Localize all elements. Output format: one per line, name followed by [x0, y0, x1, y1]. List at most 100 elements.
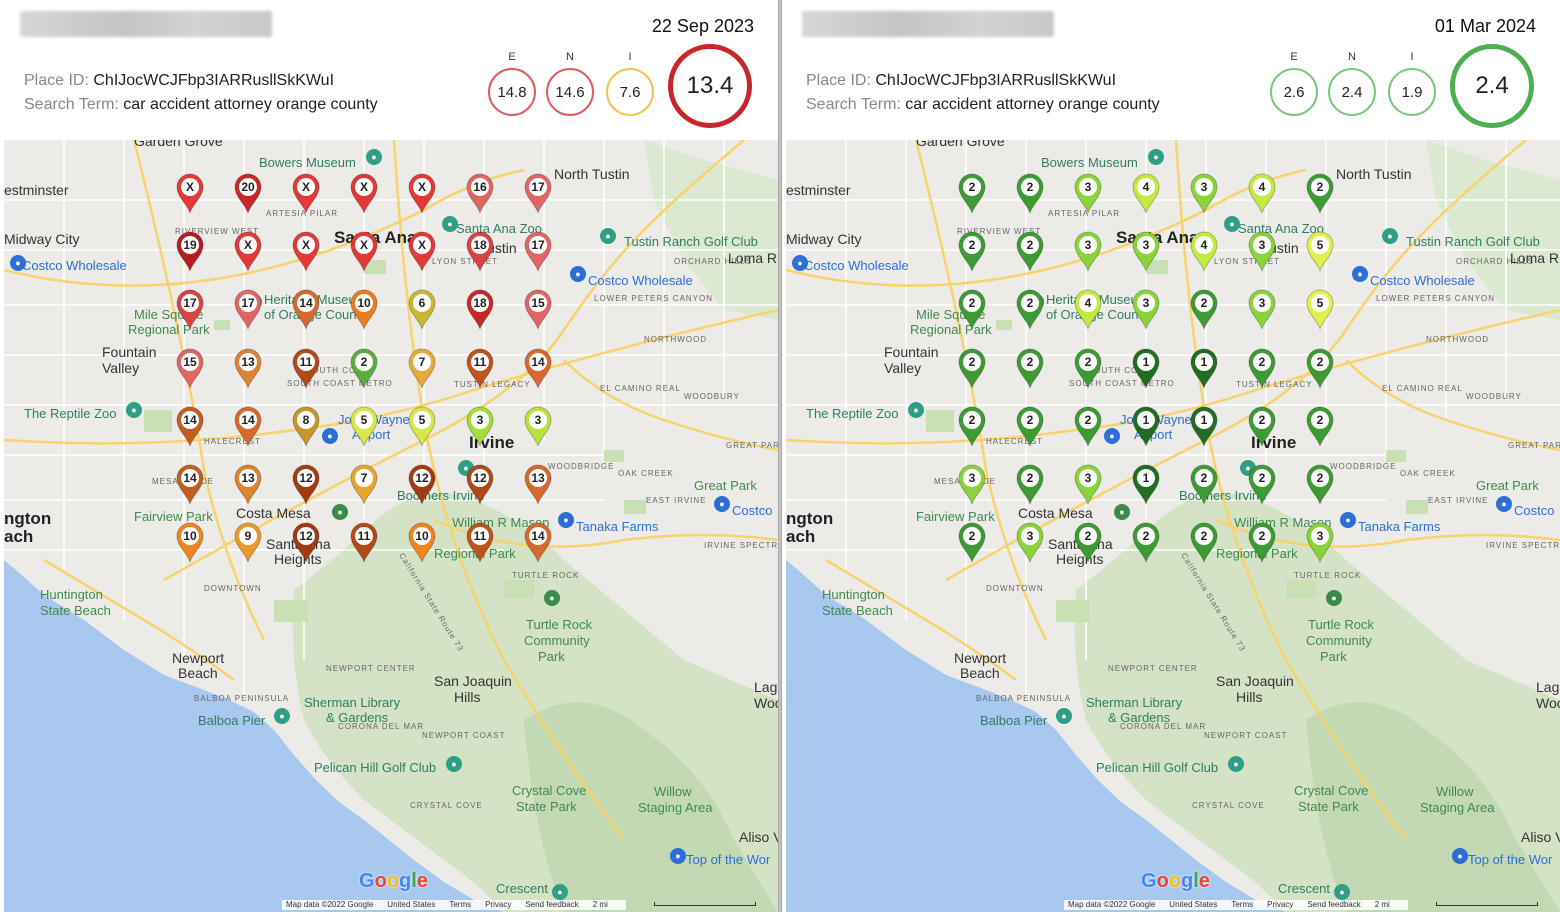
rank-pin[interactable]: 3 — [523, 405, 553, 447]
rank-pin[interactable]: 2 — [1015, 172, 1045, 214]
poi-marker-icon[interactable]: ● — [1148, 149, 1164, 165]
rank-pin[interactable]: 11 — [291, 347, 321, 389]
poi-marker-icon[interactable]: ● — [1352, 266, 1368, 282]
rank-pin[interactable]: X — [233, 230, 263, 272]
attribution-link[interactable]: United States — [387, 900, 436, 909]
rank-pin[interactable]: 14 — [291, 288, 321, 330]
rank-pin[interactable]: 11 — [465, 347, 495, 389]
rank-pin[interactable]: 5 — [349, 405, 379, 447]
poi-marker-icon[interactable]: ● — [1496, 496, 1512, 512]
rank-pin[interactable]: 2 — [1305, 405, 1335, 447]
rank-pin[interactable]: 2 — [1189, 288, 1219, 330]
poi-marker-icon[interactable]: ● — [792, 255, 808, 271]
rank-pin[interactable]: 3 — [957, 463, 987, 505]
rank-pin[interactable]: X — [407, 172, 437, 214]
attribution-link[interactable]: Terms — [449, 900, 472, 909]
rank-pin[interactable]: 3 — [1073, 172, 1103, 214]
rank-pin[interactable]: 2 — [1073, 347, 1103, 389]
rank-pin[interactable]: 2 — [1247, 521, 1277, 563]
rank-pin[interactable]: 10 — [407, 521, 437, 563]
poi-marker-icon[interactable]: ● — [1334, 884, 1350, 900]
rank-pin[interactable]: 2 — [1189, 521, 1219, 563]
rank-pin[interactable]: 17 — [523, 230, 553, 272]
rank-pin[interactable]: 5 — [407, 405, 437, 447]
rank-pin[interactable]: 4 — [1247, 172, 1277, 214]
rank-pin[interactable]: 10 — [349, 288, 379, 330]
rank-pin[interactable]: 2 — [349, 347, 379, 389]
rank-pin[interactable]: 13 — [233, 463, 263, 505]
attribution-link[interactable]: Privacy — [485, 900, 512, 909]
panel-divider[interactable] — [778, 0, 782, 912]
rank-pin[interactable]: 5 — [1305, 288, 1335, 330]
rank-pin[interactable]: 2 — [1131, 521, 1161, 563]
attribution-link[interactable]: Send feedback — [1307, 900, 1361, 909]
rank-pin[interactable]: 3 — [1131, 288, 1161, 330]
poi-marker-icon[interactable]: ● — [670, 848, 686, 864]
rank-pin[interactable]: 3 — [1073, 230, 1103, 272]
poi-marker-icon[interactable]: ● — [600, 228, 616, 244]
rank-pin[interactable]: 2 — [1305, 347, 1335, 389]
poi-marker-icon[interactable]: ● — [1104, 428, 1120, 444]
rank-pin[interactable]: 17 — [175, 288, 205, 330]
poi-marker-icon[interactable]: ● — [1224, 216, 1240, 232]
poi-marker-icon[interactable]: ● — [274, 708, 290, 724]
rank-pin[interactable]: 1 — [1131, 405, 1161, 447]
rank-pin[interactable]: 14 — [175, 463, 205, 505]
poi-marker-icon[interactable]: ● — [714, 496, 730, 512]
rank-pin[interactable]: 10 — [175, 521, 205, 563]
rank-pin[interactable]: X — [175, 172, 205, 214]
rank-pin[interactable]: 2 — [957, 347, 987, 389]
rank-pin[interactable]: 2 — [957, 405, 987, 447]
rank-pin[interactable]: 2 — [1305, 172, 1335, 214]
attribution-link[interactable]: 2 mi — [1374, 900, 1390, 909]
rank-pin[interactable]: 3 — [1305, 521, 1335, 563]
poi-marker-icon[interactable]: ● — [570, 266, 586, 282]
rank-pin[interactable]: 12 — [291, 521, 321, 563]
rank-pin[interactable]: 1 — [1189, 347, 1219, 389]
poi-marker-icon[interactable]: ● — [446, 756, 462, 772]
rank-grid-map[interactable]: Garden Grove Bowers Museum estminster North… — [786, 140, 1560, 912]
poi-marker-icon[interactable]: ● — [552, 884, 568, 900]
rank-pin[interactable]: 2 — [957, 521, 987, 563]
poi-marker-icon[interactable]: ● — [322, 428, 338, 444]
rank-pin[interactable]: 2 — [1015, 463, 1045, 505]
rank-pin[interactable]: 4 — [1073, 288, 1103, 330]
rank-pin[interactable]: 17 — [523, 172, 553, 214]
rank-pin[interactable]: 11 — [349, 521, 379, 563]
rank-pin[interactable]: 19 — [175, 230, 205, 272]
rank-pin[interactable]: 7 — [407, 347, 437, 389]
rank-pin[interactable]: 1 — [1131, 347, 1161, 389]
poi-marker-icon[interactable]: ● — [544, 590, 560, 606]
rank-pin[interactable]: 2 — [1247, 347, 1277, 389]
attribution-link[interactable]: Terms — [1231, 900, 1254, 909]
rank-pin[interactable]: 1 — [1131, 463, 1161, 505]
rank-pin[interactable]: 2 — [957, 288, 987, 330]
rank-pin[interactable]: 2 — [1247, 463, 1277, 505]
rank-pin[interactable]: 2 — [1305, 463, 1335, 505]
rank-pin[interactable]: 2 — [1015, 405, 1045, 447]
poi-marker-icon[interactable]: ● — [1382, 228, 1398, 244]
rank-pin[interactable]: 4 — [1131, 172, 1161, 214]
rank-pin[interactable]: X — [291, 230, 321, 272]
rank-pin[interactable]: 12 — [291, 463, 321, 505]
rank-pin[interactable]: 2 — [1015, 288, 1045, 330]
rank-pin[interactable]: 12 — [465, 463, 495, 505]
rank-pin[interactable]: 18 — [465, 288, 495, 330]
rank-pin[interactable]: 3 — [1247, 288, 1277, 330]
rank-pin[interactable]: 3 — [1015, 521, 1045, 563]
rank-grid-map[interactable]: Garden Grove Bowers Museum estminster North… — [4, 140, 778, 912]
poi-marker-icon[interactable]: ● — [1340, 512, 1356, 528]
rank-pin[interactable]: 2 — [1073, 521, 1103, 563]
poi-marker-icon[interactable]: ● — [558, 512, 574, 528]
rank-pin[interactable]: 2 — [1247, 405, 1277, 447]
rank-pin[interactable]: 7 — [349, 463, 379, 505]
rank-pin[interactable]: 2 — [957, 172, 987, 214]
rank-pin[interactable]: 14 — [175, 405, 205, 447]
poi-marker-icon[interactable]: ● — [1056, 708, 1072, 724]
rank-pin[interactable]: X — [291, 172, 321, 214]
rank-pin[interactable]: 1 — [1189, 405, 1219, 447]
poi-marker-icon[interactable]: ● — [366, 149, 382, 165]
rank-pin[interactable]: 15 — [523, 288, 553, 330]
poi-marker-icon[interactable]: ● — [332, 504, 348, 520]
poi-marker-icon[interactable]: ● — [126, 402, 142, 418]
